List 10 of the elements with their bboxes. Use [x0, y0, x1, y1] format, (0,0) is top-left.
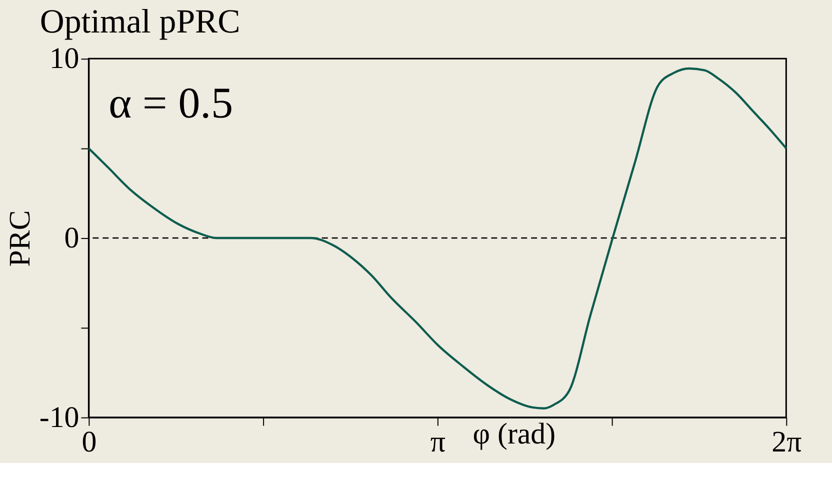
x-tick-label: 2π: [772, 426, 802, 459]
line-series: [88, 67, 788, 410]
y-axis-title: PRC: [3, 210, 36, 267]
x-axis-title: φ (rad): [472, 418, 556, 451]
annotation: α = 0.5: [108, 79, 233, 128]
y-tick-label: 10: [49, 42, 80, 76]
y-tick-label: -10: [39, 400, 80, 434]
y-tick-label: 0: [64, 221, 80, 254]
x-tick-label: π: [430, 426, 446, 459]
chart-title: Optimal pPRC: [40, 4, 240, 41]
